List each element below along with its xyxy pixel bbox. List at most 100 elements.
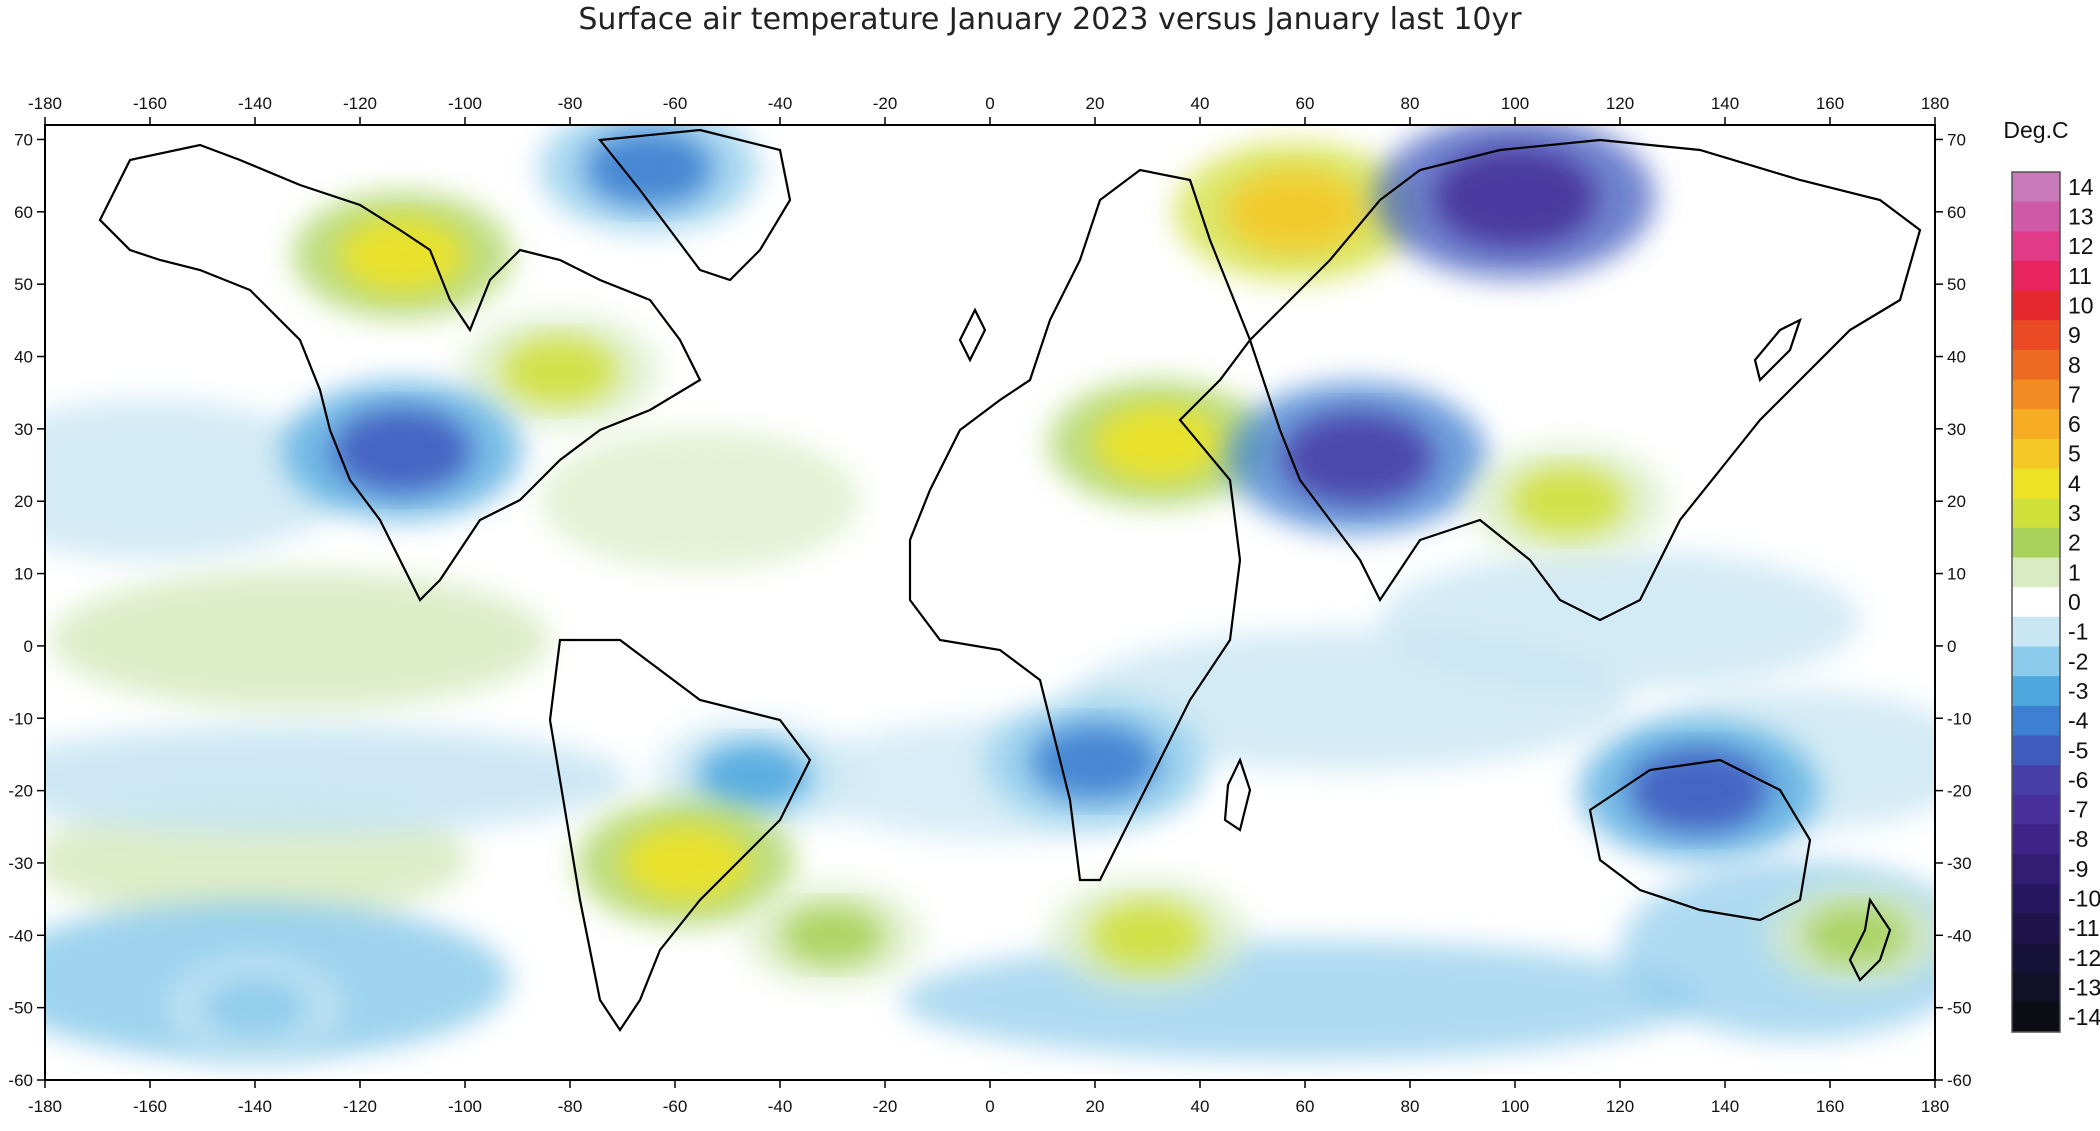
- colorbar-label: 3: [2068, 500, 2081, 526]
- coastlines: [98, 128, 1922, 1032]
- colorbar-label: 0: [2068, 589, 2081, 615]
- colorbar-label: 14: [2068, 174, 2094, 200]
- lat-tick-label-left: 20: [14, 492, 33, 511]
- lat-tick-label-right: 20: [1947, 492, 1966, 511]
- map-area: [44, 124, 1936, 1081]
- figure-title: Surface air temperature January 2023 ver…: [578, 2, 1522, 37]
- uk-coastline: [958, 307, 987, 363]
- colorbar-swatch: [2012, 972, 2060, 1003]
- colorbar-swatch: [2012, 201, 2060, 232]
- lat-tick-label-right: 10: [1947, 565, 1966, 584]
- colorbar-label: -2: [2068, 648, 2088, 674]
- anomaly-core: [1031, 723, 1159, 800]
- colorbar-title: Deg.C: [2003, 117, 2068, 143]
- lat-tick-label-right: -50: [1947, 999, 1972, 1018]
- lon-tick-label-top: 0: [985, 94, 994, 113]
- lon-tick-label-top: 80: [1401, 94, 1420, 113]
- anomaly-core: [1224, 169, 1365, 254]
- anomaly-core: [1628, 748, 1769, 833]
- colorbar-swatch: [2012, 468, 2060, 499]
- lon-tick-label-bottom: -160: [133, 1097, 167, 1116]
- colorbar-label: 11: [2068, 263, 2092, 289]
- lon-tick-label-bottom: 0: [985, 1097, 994, 1116]
- anomaly-core: [695, 742, 812, 811]
- colorbar-swatch: [2012, 943, 2060, 974]
- lon-tick-label-bottom: 160: [1816, 1097, 1844, 1116]
- anomaly-core: [621, 824, 750, 901]
- lat-tick-label-right: 70: [1947, 130, 1966, 149]
- anomaly-core: [1804, 905, 1909, 966]
- lat-tick-label-right: -20: [1947, 782, 1972, 801]
- lon-tick-label-top: 100: [1501, 94, 1529, 113]
- asia-coastline: [1248, 138, 1922, 622]
- colorbar-swatch: [2012, 587, 2060, 618]
- lon-tick-label-bottom: -80: [558, 1097, 583, 1116]
- lon-tick-label-bottom: 140: [1711, 1097, 1739, 1116]
- colorbar-label: 6: [2068, 411, 2081, 437]
- lon-tick-label-top: -160: [133, 94, 167, 113]
- lon-tick-label-top: -120: [343, 94, 377, 113]
- colorbar-swatch: [2012, 854, 2060, 885]
- colorbar-frame: [2011, 171, 2061, 1033]
- colorbar-label: -12: [2068, 945, 2100, 971]
- lat-tick-label-right: -60: [1947, 1071, 1972, 1090]
- lat-tick-label-left: 60: [14, 203, 33, 222]
- colorbar-swatch: [2012, 765, 2060, 796]
- lon-tick-label-top: 40: [1191, 94, 1210, 113]
- lon-tick-label-bottom: -20: [873, 1097, 898, 1116]
- colorbar-label: -7: [2068, 797, 2088, 823]
- lon-tick-label-top: -180: [28, 94, 62, 113]
- lon-tick-label-top: -80: [558, 94, 583, 113]
- anomaly-core: [780, 905, 885, 966]
- colorbar-swatch: [2012, 379, 2060, 410]
- colorbar-label: 13: [2068, 203, 2094, 229]
- lon-tick-label-top: -140: [238, 94, 272, 113]
- colorbar-label: -6: [2068, 767, 2088, 793]
- lon-tick-label-bottom: 20: [1086, 1097, 1105, 1116]
- madagascar-coastline: [1223, 757, 1252, 832]
- lon-tick-label-bottom: 80: [1401, 1097, 1420, 1116]
- new-zealand-coastline: [1848, 897, 1892, 982]
- lat-tick-label-right: 30: [1947, 420, 1966, 439]
- colorbar-swatch: [2012, 557, 2060, 588]
- lon-tick-label-top: -40: [768, 94, 793, 113]
- lat-tick-label-right: 50: [1947, 275, 1966, 294]
- japan-coastline: [1753, 317, 1802, 383]
- lat-tick-label-left: 0: [24, 637, 33, 656]
- colorbar-label: -3: [2068, 678, 2088, 704]
- colorbar-label: 5: [2068, 441, 2081, 467]
- anomaly-core: [338, 217, 466, 294]
- lat-tick-label-left: 10: [14, 565, 33, 584]
- colorbar-label: -8: [2068, 826, 2088, 852]
- lat-tick-label-left: -40: [8, 926, 33, 945]
- colorbar-swatch: [2012, 349, 2060, 381]
- lon-tick-label-top: 160: [1816, 94, 1844, 113]
- lat-tick-label-right: 0: [1947, 637, 1956, 656]
- colorbar-swatch: [2012, 1002, 2060, 1033]
- anomaly-core: [1094, 405, 1222, 482]
- lon-tick-label-bottom: -40: [768, 1097, 793, 1116]
- lon-tick-label-bottom: -180: [28, 1097, 62, 1116]
- anomaly-core: [1433, 147, 1597, 248]
- colorbar-swatch: [2012, 409, 2060, 440]
- colorbar-swatch: [2012, 913, 2060, 944]
- lon-tick-label-bottom: 180: [1921, 1097, 1949, 1116]
- lat-tick-label-left: -10: [8, 709, 33, 728]
- colorbar-label: -4: [2068, 708, 2089, 734]
- colorbar-swatch: [2012, 824, 2060, 855]
- lon-tick-label-bottom: 60: [1296, 1097, 1315, 1116]
- lat-tick-label-right: 40: [1947, 348, 1966, 367]
- lon-tick-label-top: 140: [1711, 94, 1739, 113]
- lon-tick-label-bottom: -120: [343, 1097, 377, 1116]
- lon-tick-label-top: 60: [1296, 94, 1315, 113]
- europe-africa-coastline: [908, 168, 1252, 882]
- colorbar-label: 2: [2068, 530, 2081, 556]
- lon-tick-label-top: 20: [1086, 94, 1105, 113]
- colorbar-label: -11: [2068, 915, 2100, 941]
- lon-tick-label-top: 180: [1921, 94, 1949, 113]
- colorbar-label: 12: [2068, 233, 2094, 259]
- colorbar-swatch: [2012, 498, 2060, 529]
- colorbar-swatch: [2012, 616, 2060, 647]
